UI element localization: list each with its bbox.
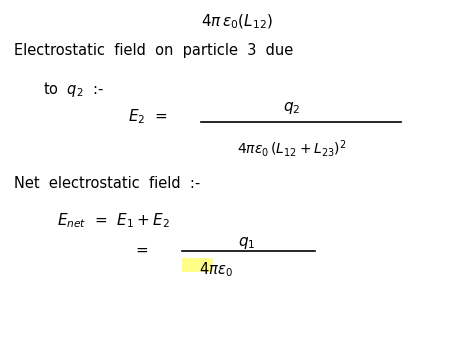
FancyBboxPatch shape — [182, 258, 213, 272]
Text: to  $q_2$  :-: to $q_2$ :- — [43, 80, 104, 99]
Text: =: = — [135, 243, 148, 258]
Text: Electrostatic  field  on  particle  3  due: Electrostatic field on particle 3 due — [14, 43, 293, 58]
Text: Net  electrostatic  field  :-: Net electrostatic field :- — [14, 176, 201, 191]
Text: $4\pi\,\varepsilon_0(L_{12})$: $4\pi\,\varepsilon_0(L_{12})$ — [201, 12, 273, 31]
Text: $4\pi\varepsilon_0$: $4\pi\varepsilon_0$ — [199, 260, 233, 279]
Text: $q_1$: $q_1$ — [238, 235, 255, 251]
Text: $q_2$: $q_2$ — [283, 100, 300, 116]
Text: $4\pi\varepsilon_0\,(L_{12}+L_{23})^2$: $4\pi\varepsilon_0\,(L_{12}+L_{23})^2$ — [237, 138, 346, 159]
Text: $E_2$  =: $E_2$ = — [128, 108, 168, 126]
Text: $E_{net}$  =  $E_1 + E_2$: $E_{net}$ = $E_1 + E_2$ — [57, 211, 170, 230]
